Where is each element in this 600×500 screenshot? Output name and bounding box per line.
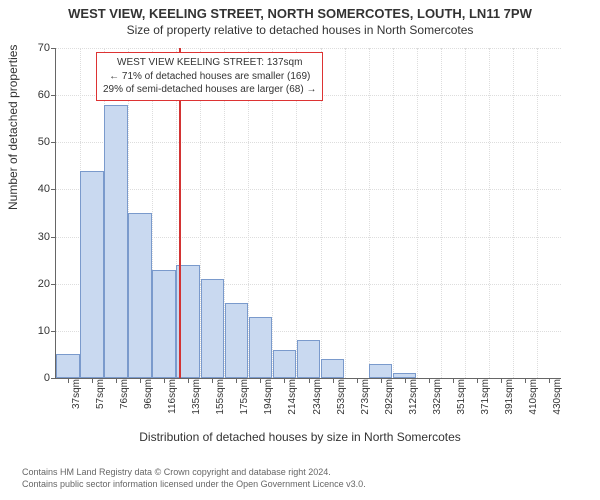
ytick-mark <box>51 48 56 49</box>
histogram-bar <box>128 213 152 378</box>
annotation-line2: ← 71% of detached houses are smaller (16… <box>103 70 316 84</box>
xtick-mark <box>525 378 526 383</box>
histogram-bar <box>321 359 345 378</box>
xtick-mark <box>140 378 141 383</box>
ytick-mark <box>51 284 56 285</box>
xtick-label: 116sqm <box>167 379 178 414</box>
gridline-h <box>56 189 561 190</box>
xtick-label: 351sqm <box>456 379 467 415</box>
xtick-mark <box>405 378 406 383</box>
xtick-mark <box>477 378 478 383</box>
ytick-mark <box>51 378 56 379</box>
xtick-label: 96sqm <box>143 379 154 409</box>
ytick-label: 0 <box>28 372 50 384</box>
gridline-v <box>465 48 466 378</box>
xtick-label: 430sqm <box>552 379 563 415</box>
xtick-mark <box>381 378 382 383</box>
xtick-mark <box>188 378 189 383</box>
ytick-mark <box>51 189 56 190</box>
histogram-bar <box>152 270 176 378</box>
xtick-mark <box>116 378 117 383</box>
ytick-label: 10 <box>28 325 50 337</box>
ytick-label: 30 <box>28 231 50 243</box>
gridline-v <box>513 48 514 378</box>
ytick-label: 70 <box>28 42 50 54</box>
xtick-label: 312sqm <box>408 379 419 415</box>
histogram-bar <box>369 364 393 378</box>
ytick-label: 60 <box>28 89 50 101</box>
gridline-v <box>537 48 538 378</box>
ytick-mark <box>51 142 56 143</box>
xtick-mark <box>260 378 261 383</box>
xtick-label: 371sqm <box>480 379 491 415</box>
histogram-bar <box>249 317 273 378</box>
xtick-label: 57sqm <box>95 379 106 409</box>
xtick-mark <box>284 378 285 383</box>
xtick-label: 76sqm <box>119 379 130 409</box>
ytick-mark <box>51 237 56 238</box>
xtick-mark <box>212 378 213 383</box>
ytick-mark <box>51 331 56 332</box>
credit-line2: Contains public sector information licen… <box>22 478 366 490</box>
xtick-mark <box>549 378 550 383</box>
xtick-mark <box>501 378 502 383</box>
xtick-mark <box>236 378 237 383</box>
x-axis-label: Distribution of detached houses by size … <box>0 430 600 444</box>
histogram-bar <box>273 350 297 378</box>
gridline-v <box>393 48 394 378</box>
histogram-bar <box>104 105 128 378</box>
credit-line1: Contains HM Land Registry data © Crown c… <box>22 466 366 478</box>
gridline-v <box>441 48 442 378</box>
xtick-label: 410sqm <box>528 379 539 415</box>
marker-annotation: WEST VIEW KEELING STREET: 137sqm ← 71% o… <box>96 52 323 101</box>
ytick-mark <box>51 95 56 96</box>
chart-container: WEST VIEW, KEELING STREET, NORTH SOMERCO… <box>0 0 600 500</box>
xtick-label: 273sqm <box>360 379 371 415</box>
ytick-label: 40 <box>28 183 50 195</box>
xtick-label: 37sqm <box>71 379 82 409</box>
gridline-h <box>56 48 561 49</box>
xtick-mark <box>429 378 430 383</box>
y-axis-label: Number of detached properties <box>6 45 20 210</box>
xtick-mark <box>333 378 334 383</box>
ytick-label: 20 <box>28 278 50 290</box>
gridline-v <box>489 48 490 378</box>
gridline-v <box>417 48 418 378</box>
plot-area: 01020304050607037sqm57sqm76sqm96sqm116sq… <box>55 48 561 379</box>
gridline-v <box>345 48 346 378</box>
xtick-mark <box>309 378 310 383</box>
xtick-mark <box>92 378 93 383</box>
xtick-label: 253sqm <box>336 379 347 415</box>
ytick-label: 50 <box>28 136 50 148</box>
xtick-label: 155sqm <box>215 379 226 415</box>
histogram-bar <box>80 171 104 378</box>
histogram-bar <box>225 303 249 378</box>
xtick-label: 234sqm <box>312 379 323 415</box>
gridline-h <box>56 142 561 143</box>
xtick-label: 332sqm <box>432 379 443 415</box>
xtick-mark <box>453 378 454 383</box>
histogram-bar <box>201 279 225 378</box>
xtick-label: 135sqm <box>191 379 202 415</box>
xtick-label: 175sqm <box>239 379 250 415</box>
title-sub: Size of property relative to detached ho… <box>0 21 600 37</box>
annotation-line1: WEST VIEW KEELING STREET: 137sqm <box>103 56 316 70</box>
histogram-bar <box>393 373 417 378</box>
xtick-label: 214sqm <box>287 379 298 415</box>
xtick-label: 292sqm <box>384 379 395 415</box>
xtick-label: 391sqm <box>504 379 515 415</box>
xtick-mark <box>164 378 165 383</box>
xtick-mark <box>357 378 358 383</box>
title-main: WEST VIEW, KEELING STREET, NORTH SOMERCO… <box>0 0 600 21</box>
xtick-mark <box>68 378 69 383</box>
histogram-bar <box>297 340 321 378</box>
annotation-line3: 29% of semi-detached houses are larger (… <box>103 83 316 97</box>
gridline-v <box>369 48 370 378</box>
histogram-bar <box>56 354 80 378</box>
xtick-label: 194sqm <box>263 379 274 415</box>
credit-text: Contains HM Land Registry data © Crown c… <box>22 466 366 490</box>
